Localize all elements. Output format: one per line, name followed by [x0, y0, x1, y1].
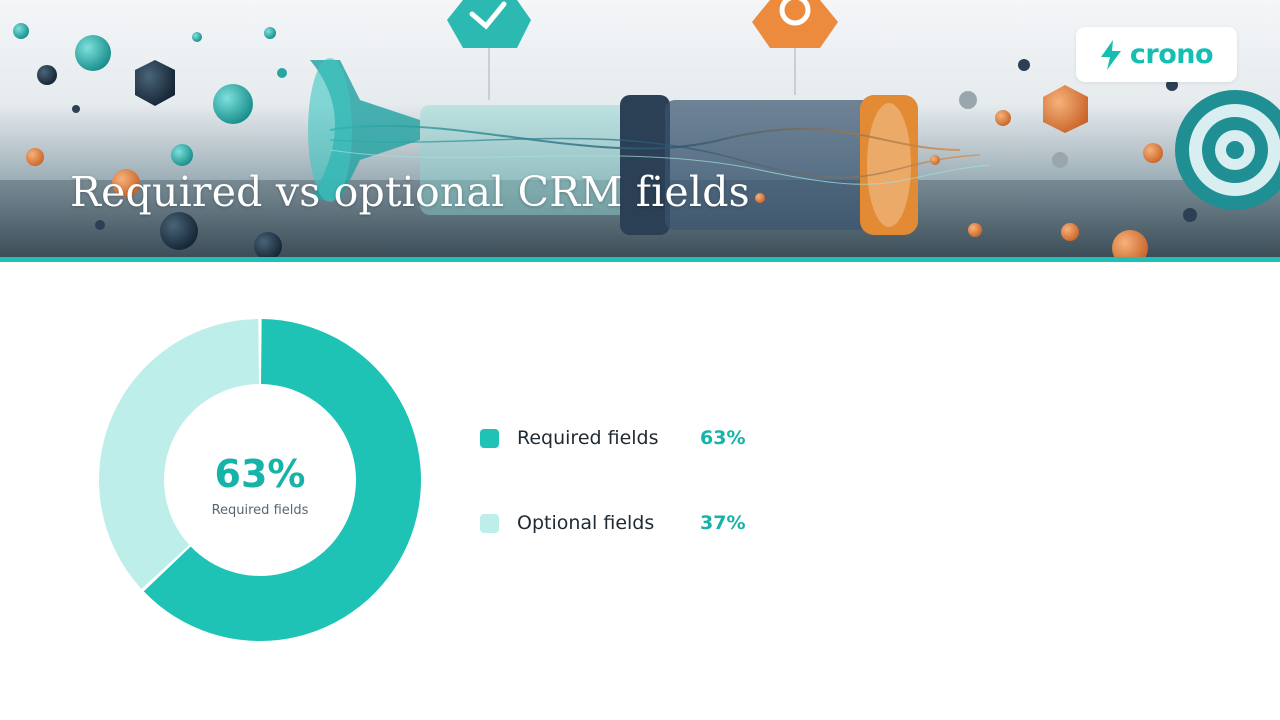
legend-item-required: Required fields 63%	[480, 422, 780, 456]
legend-value-required: 63%	[700, 427, 746, 449]
page-title: Required vs optional CRM fields	[70, 168, 750, 216]
chart-legend: Required fields 63% Optional fields 37%	[480, 422, 780, 541]
chart-area: 63% Required fields Required fields 63% …	[0, 262, 1280, 720]
brand-logo: crono	[1076, 27, 1237, 82]
donut-center-value: 63%	[214, 452, 306, 496]
donut-slice-optional	[99, 319, 259, 589]
donut-center-label: Required fields	[211, 503, 309, 518]
donut-chart	[99, 319, 421, 641]
donut-slice-required	[143, 319, 421, 641]
brand-logo-text: crono	[1129, 39, 1214, 70]
legend-value-optional: 37%	[700, 512, 746, 534]
legend-item-optional: Optional fields 37%	[480, 507, 780, 541]
legend-label-optional: Optional fields	[517, 512, 655, 534]
lightning-bolt-icon	[1100, 39, 1121, 70]
accent-divider	[0, 257, 1280, 262]
hero-banner: Required vs optional CRM fields crono	[0, 0, 1280, 258]
hero-illustration	[0, 0, 1280, 258]
legend-label-required: Required fields	[517, 427, 659, 449]
legend-swatch-required	[480, 429, 499, 448]
legend-swatch-optional	[480, 514, 499, 533]
